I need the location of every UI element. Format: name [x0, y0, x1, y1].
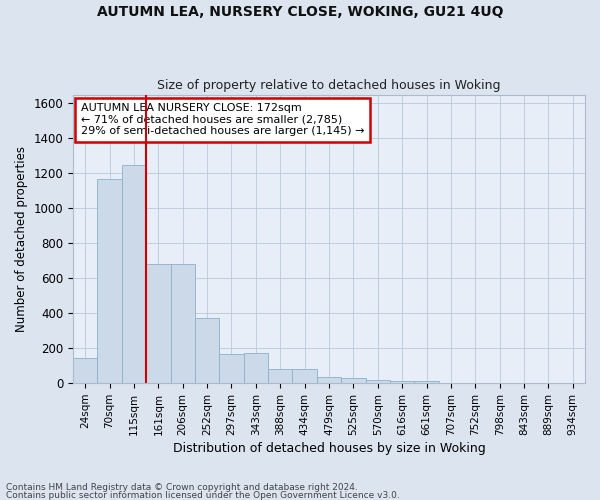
Bar: [122, 164, 146, 383]
Bar: [170, 264, 195, 383]
Y-axis label: Number of detached properties: Number of detached properties: [15, 146, 28, 332]
Text: AUTUMN LEA, NURSERY CLOSE, WOKING, GU21 4UQ: AUTUMN LEA, NURSERY CLOSE, WOKING, GU21 …: [97, 5, 503, 19]
Title: Size of property relative to detached houses in Woking: Size of property relative to detached ho…: [157, 79, 501, 92]
Text: Contains HM Land Registry data © Crown copyright and database right 2024.: Contains HM Land Registry data © Crown c…: [6, 484, 358, 492]
Bar: [195, 318, 220, 383]
Bar: [73, 358, 97, 383]
Text: AUTUMN LEA NURSERY CLOSE: 172sqm
← 71% of detached houses are smaller (2,785)
29: AUTUMN LEA NURSERY CLOSE: 172sqm ← 71% o…: [81, 103, 364, 136]
Bar: [292, 369, 317, 383]
Bar: [415, 382, 439, 383]
Bar: [244, 354, 268, 383]
Bar: [146, 264, 170, 383]
Bar: [317, 377, 341, 383]
X-axis label: Distribution of detached houses by size in Woking: Distribution of detached houses by size …: [173, 442, 485, 455]
Bar: [365, 380, 390, 383]
Bar: [97, 180, 122, 383]
Bar: [268, 369, 292, 383]
Bar: [390, 382, 415, 383]
Text: Contains public sector information licensed under the Open Government Licence v3: Contains public sector information licen…: [6, 490, 400, 500]
Bar: [341, 378, 365, 383]
Bar: [220, 354, 244, 383]
